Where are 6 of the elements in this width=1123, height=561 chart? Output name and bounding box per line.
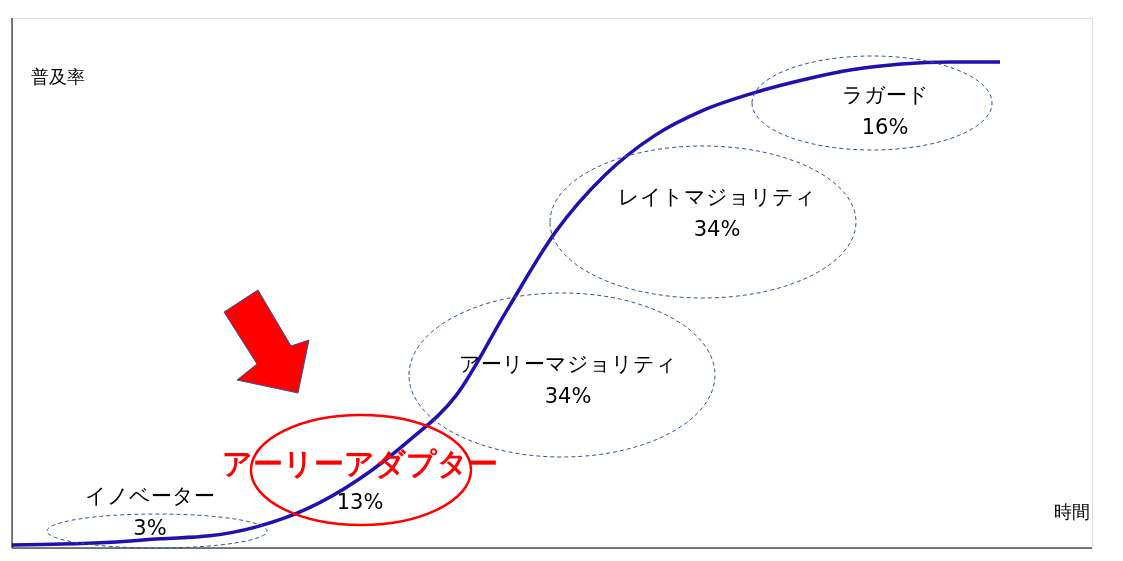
annotation: ラガード 16% xyxy=(841,83,929,139)
annotation: レイトマジョリティ 34% xyxy=(618,185,816,241)
x-axis-title: 時間 xyxy=(1054,501,1090,522)
y-axis-title: 普及率 xyxy=(31,66,85,87)
annotation: 13% xyxy=(336,490,384,514)
annotation: イノベーター 3% xyxy=(85,484,215,540)
